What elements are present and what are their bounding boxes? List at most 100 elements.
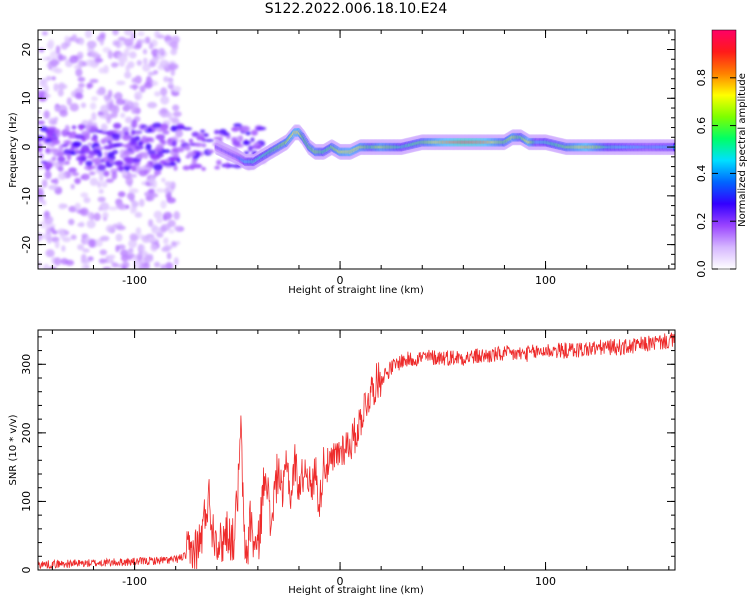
spectrogram-noise-blob [138, 264, 146, 269]
snr-y-ticks: 0 100 200 300 [20, 336, 675, 574]
spectrogram-noise-blob [97, 196, 106, 203]
spectrogram-core-blob [122, 134, 131, 141]
spectrogram-core-blob [216, 159, 222, 166]
spectrogram-core-blob [253, 142, 261, 146]
spectrogram-noise-blob [115, 99, 126, 105]
spectrogram-core-blob [156, 143, 164, 149]
spectrogram-noise-blob [59, 109, 68, 117]
spectrogram-core-blob [149, 154, 156, 159]
spectrogram-noise-blob [97, 181, 102, 189]
spectrogram-core-blob [93, 157, 102, 164]
spectrogram-core-blob [182, 165, 191, 171]
spectrogram-noise-blob [93, 212, 101, 221]
spectrogram-core-blob [124, 165, 130, 172]
spectrogram-noise-blob [112, 30, 119, 36]
spectrogram-noise-blob [53, 83, 59, 92]
spectrogram-core-blob [113, 122, 122, 129]
y-tick-label: 0 [20, 144, 33, 151]
spectrogram-noise-blob [134, 211, 143, 218]
spectrogram-noise-blob [43, 110, 50, 119]
spectrogram-noise-blob [165, 112, 173, 118]
spectrogram-noise-blob [120, 254, 129, 262]
spectrogram-noise-blob [66, 97, 72, 106]
spectrogram-noise-blob [165, 262, 174, 269]
spectrogram-noise-blob [71, 34, 78, 42]
x-tick-label: 0 [337, 274, 344, 287]
y-tick-label: -20 [20, 236, 33, 254]
spectrogram-noise-blob [130, 205, 136, 214]
snr-series-line [38, 332, 675, 570]
spectrogram-noise-blob [128, 188, 139, 194]
spectrogram-noise-blob [78, 82, 85, 88]
spectrogram-noise-blob [148, 237, 157, 242]
spectrogram-noise-blob [156, 232, 164, 238]
spectrogram-core-blob [153, 147, 163, 152]
spectrogram-core-blob [56, 151, 65, 157]
spectrogram-core-blob [130, 129, 136, 136]
spectrogram-noise-blob [54, 106, 61, 112]
spectrogram-noise-blob [68, 218, 75, 226]
spectrogram-noise-blob [172, 104, 180, 112]
spectrogram-noise-blob [41, 31, 49, 36]
spectrogram-noise-blob [50, 60, 60, 65]
spectrogram-noise-blob [144, 83, 154, 88]
spectrogram-noise-blob [80, 192, 89, 198]
spectrogram-noise-blob [69, 103, 80, 112]
spectrogram-noise-blob [105, 224, 115, 233]
snr-x-ticks: -100 0 100 [51, 330, 670, 588]
spectrogram-core-blob [43, 163, 53, 167]
spectrogram-core-blob [95, 129, 103, 133]
spectrogram-core-blob [147, 149, 156, 156]
spectrogram-core-blob [145, 143, 152, 151]
spectrogram-noise-blob [155, 188, 165, 193]
spectrogram-core-blob [187, 151, 196, 157]
spectrogram-noise-blob [99, 32, 106, 39]
spectrogram-noise-blob [82, 248, 90, 253]
spectrogram-noise-blob [169, 41, 179, 48]
spectrogram-noise-blob [106, 116, 111, 124]
spectrogram-core-blob [159, 139, 166, 144]
spectrogram-noise-blob [91, 112, 97, 121]
y-tick-label: -10 [20, 187, 33, 205]
x-tick-label: -100 [122, 274, 147, 287]
spectrogram-noise-blob [83, 197, 91, 204]
spectrogram-noise-blob [81, 120, 90, 126]
spectrogram-noise-blob [163, 187, 170, 194]
spectrogram-noise-blob [147, 188, 155, 193]
spectrogram-core-blob [221, 163, 227, 168]
spectrogram-noise-blob [138, 169, 148, 177]
spectrogram-core-blob [66, 131, 72, 135]
spectrogram-noise-blob [74, 87, 84, 95]
spectrogram-core-blob [162, 130, 170, 135]
spectrogram-core-blob [76, 157, 82, 161]
colorbar-ticks: 0.0 0.2 0.4 0.6 0.8 [695, 69, 736, 278]
spectrogram-core-blob [188, 138, 194, 143]
spectrogram-noise-blob [160, 264, 166, 269]
spectrogram-core-blob [155, 153, 164, 158]
spectrogram-core-blob [250, 129, 258, 136]
spectrogram-core-blob [45, 147, 50, 153]
spectrogram-noise-blob [172, 111, 182, 117]
spectrogram-noise-blob [38, 120, 45, 125]
spectrogram-noise-blob [101, 181, 108, 188]
spectrogram-core-blob [145, 137, 153, 142]
spectrogram-core-blob [156, 134, 164, 140]
spectrogram-core-blob [161, 149, 171, 154]
spectrogram-core-blob [57, 166, 64, 172]
spectrogram-noise-blob [129, 51, 137, 59]
spectrogram-core-blob [133, 131, 141, 135]
spectrogram-noise-blob [113, 93, 122, 99]
spectrogram-noise-blob [167, 219, 176, 228]
spectrogram-noise-blob [81, 173, 90, 181]
spectrogram-noise-blob [70, 234, 77, 240]
spectrogram-core-blob [143, 151, 149, 159]
spectrogram-noise-blob [142, 57, 148, 65]
spectrogram-core-blob [40, 160, 48, 164]
spectrogram-noise-blob [163, 237, 169, 245]
spectrogram-noise-blob [86, 82, 94, 89]
spectrogram-noise-blob [60, 258, 69, 265]
spectrogram-y-ticks: -20 -10 0 10 20 [20, 29, 675, 265]
spectrogram-core-blob [171, 140, 177, 147]
spectrogram-noise-blob [139, 85, 146, 93]
